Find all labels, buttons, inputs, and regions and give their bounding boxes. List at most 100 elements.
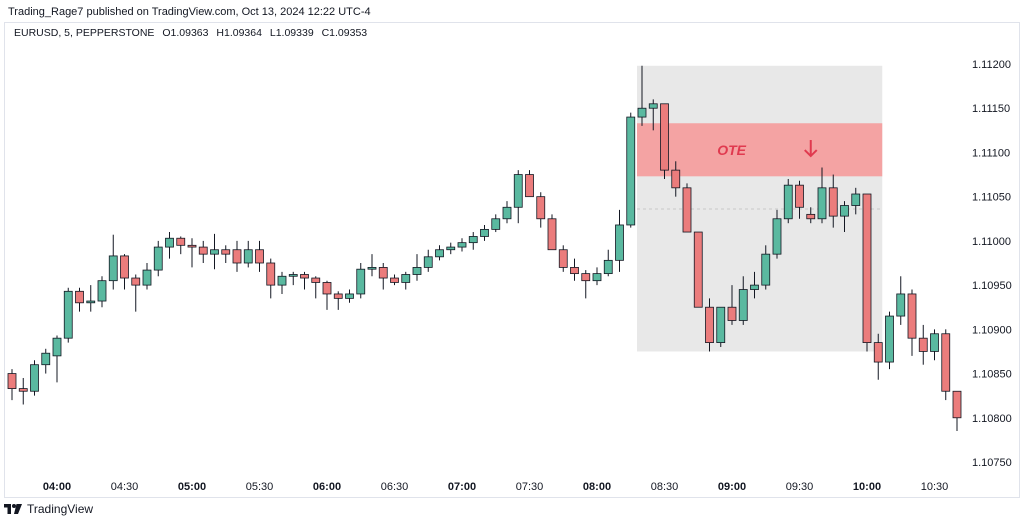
candle-body	[221, 249, 231, 255]
x-tick-label: 08:30	[651, 481, 679, 493]
y-tick-label: 1.10900	[972, 324, 1012, 336]
candle	[806, 207, 816, 224]
candle-body	[311, 277, 321, 283]
candle-body	[626, 116, 636, 226]
x-tick-label: 09:30	[786, 481, 814, 493]
candle	[97, 276, 107, 308]
candle	[7, 369, 17, 401]
candle-body	[97, 280, 107, 302]
candle-body	[75, 290, 84, 304]
candle-body	[693, 231, 703, 308]
candle-body	[727, 306, 737, 321]
x-tick-label: 06:30	[381, 481, 409, 493]
y-tick-label: 1.10750	[972, 457, 1012, 469]
candle	[345, 289, 354, 303]
candle-body	[705, 306, 714, 344]
candle	[255, 240, 264, 272]
candle-body	[570, 267, 579, 275]
candle-body	[277, 275, 287, 286]
candle	[851, 187, 861, 215]
candle-body	[682, 187, 692, 233]
candle	[63, 287, 73, 343]
candle-body	[941, 333, 951, 392]
candle	[187, 238, 197, 268]
candle-body	[322, 282, 332, 295]
candle-body	[243, 249, 253, 264]
candle	[705, 298, 714, 352]
candle-body	[356, 268, 366, 295]
candle-body	[907, 293, 917, 339]
candle-body	[63, 290, 73, 339]
candle-body	[536, 196, 546, 220]
candle	[153, 240, 163, 277]
overlay-layer	[804, 140, 818, 158]
legend-low: L1.09339	[269, 27, 314, 39]
candle	[783, 178, 793, 224]
candle	[232, 240, 242, 272]
symbol-legend: EURUSD, 5, PEPPERSTONE O1.09363 H1.09364…	[14, 27, 372, 39]
candle	[311, 276, 321, 299]
chart-frame	[4, 22, 1020, 498]
candle	[637, 65, 647, 126]
candle-body	[333, 293, 343, 299]
candle	[333, 291, 343, 310]
candle	[288, 271, 298, 286]
candle-body	[783, 184, 793, 220]
candle	[131, 274, 141, 312]
candle-body	[165, 237, 174, 248]
x-tick-label: 10:00	[853, 481, 881, 493]
candle-body	[660, 103, 669, 171]
candle-body	[525, 174, 534, 198]
candle	[502, 201, 512, 224]
candle	[221, 245, 231, 263]
tradingview-logo-icon	[4, 504, 22, 514]
candle	[626, 112, 636, 228]
candle-body	[198, 246, 208, 255]
candle	[300, 271, 309, 290]
x-tick-label: 09:00	[718, 481, 746, 493]
candle	[423, 249, 433, 272]
candle	[682, 183, 692, 233]
candle	[30, 360, 39, 396]
candle	[41, 348, 51, 374]
candle-body	[108, 255, 118, 282]
candle	[18, 377, 28, 405]
candle	[243, 240, 253, 268]
candle-body	[423, 256, 433, 268]
candle-body	[592, 273, 602, 282]
legend-open: O1.09363	[162, 27, 209, 39]
x-tick-label: 05:30	[246, 481, 274, 493]
candle	[648, 99, 658, 131]
candle-body	[86, 300, 96, 304]
candle-body	[41, 352, 51, 366]
x-tick-label: 06:00	[313, 481, 341, 493]
legend-symbol: EURUSD, 5, PEPPERSTONE	[14, 27, 155, 39]
candle-body	[187, 244, 197, 248]
candles-layer	[7, 65, 962, 432]
candle	[558, 245, 568, 272]
candle-body	[232, 249, 242, 264]
y-tick-label: 1.11100	[972, 147, 1010, 159]
candle-body	[896, 293, 906, 317]
candle	[412, 254, 422, 281]
candle	[435, 245, 444, 261]
published-note: Trading_Rage7 published on TradingView.c…	[8, 6, 371, 18]
candle-body	[7, 373, 17, 389]
candle	[581, 270, 591, 299]
candle-body	[828, 187, 838, 217]
candle-body	[446, 246, 456, 251]
candle-body	[558, 249, 568, 268]
y-tick-label: 1.10850	[972, 369, 1012, 381]
candle	[52, 335, 62, 383]
candle-body	[176, 237, 186, 246]
candle-body	[131, 277, 141, 286]
candle-body	[806, 213, 816, 220]
candle	[142, 263, 152, 290]
brand-name: TradingView	[27, 502, 94, 516]
candle-body	[851, 193, 861, 206]
candle-body	[648, 103, 658, 109]
y-tick-label: 1.11200	[972, 59, 1011, 71]
candle-body	[952, 390, 962, 419]
candle-body	[581, 273, 591, 282]
